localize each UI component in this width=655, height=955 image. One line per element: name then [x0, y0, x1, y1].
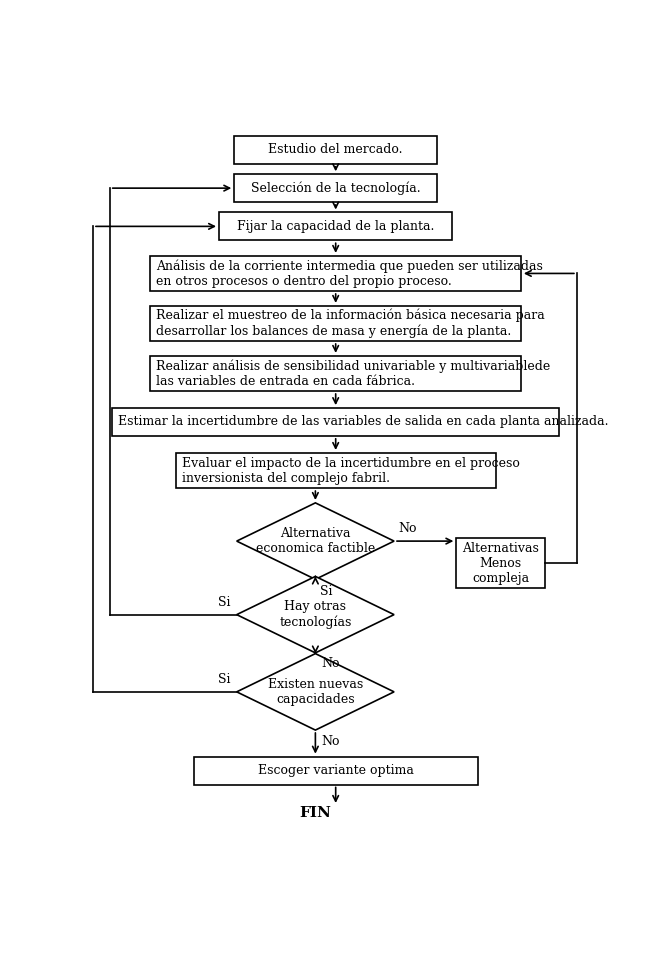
Polygon shape: [236, 653, 394, 730]
Text: Selección de la tecnología.: Selección de la tecnología.: [251, 181, 421, 195]
Text: Existen nuevas
capacidades: Existen nuevas capacidades: [268, 678, 363, 706]
Text: Si: Si: [320, 585, 333, 598]
Text: Alternativa
economica factible: Alternativa economica factible: [255, 527, 375, 555]
Polygon shape: [236, 577, 394, 653]
FancyBboxPatch shape: [176, 453, 496, 488]
Text: Análisis de la corriente intermedia que pueden ser utilizadas
en otros procesos : Análisis de la corriente intermedia que …: [157, 259, 544, 287]
Text: Estimar la incertidumbre de las variables de salida en cada planta analizada.: Estimar la incertidumbre de las variable…: [119, 415, 609, 429]
FancyBboxPatch shape: [151, 306, 521, 341]
FancyBboxPatch shape: [219, 212, 453, 241]
FancyBboxPatch shape: [234, 136, 438, 164]
Text: Fijar la capacidad de la planta.: Fijar la capacidad de la planta.: [237, 220, 434, 233]
Text: Realizar el muestreo de la información básica necesaria para
desarrollar los bal: Realizar el muestreo de la información b…: [157, 308, 545, 338]
Text: FIN: FIN: [299, 806, 331, 820]
FancyBboxPatch shape: [113, 408, 559, 435]
Text: Realizar análisis de sensibilidad univariable y multivariablede
las variables de: Realizar análisis de sensibilidad univar…: [157, 359, 551, 388]
Text: No: No: [322, 657, 340, 670]
Text: No: No: [322, 734, 340, 748]
FancyBboxPatch shape: [194, 756, 477, 784]
Text: Si: Si: [218, 673, 231, 686]
FancyBboxPatch shape: [234, 174, 438, 202]
FancyBboxPatch shape: [457, 539, 545, 588]
Text: Evaluar el impacto de la incertidumbre en el proceso
inversionista del complejo : Evaluar el impacto de la incertidumbre e…: [182, 456, 520, 484]
Text: Si: Si: [218, 596, 231, 608]
Text: Hay otras
tecnologías: Hay otras tecnologías: [279, 601, 352, 629]
Text: Escoger variante optima: Escoger variante optima: [258, 764, 413, 777]
FancyBboxPatch shape: [151, 256, 521, 291]
Text: No: No: [398, 522, 417, 535]
Text: Estudio del mercado.: Estudio del mercado.: [269, 143, 403, 157]
FancyBboxPatch shape: [151, 356, 521, 392]
Polygon shape: [236, 503, 394, 580]
Text: Alternativas
Menos
compleja: Alternativas Menos compleja: [462, 541, 539, 584]
